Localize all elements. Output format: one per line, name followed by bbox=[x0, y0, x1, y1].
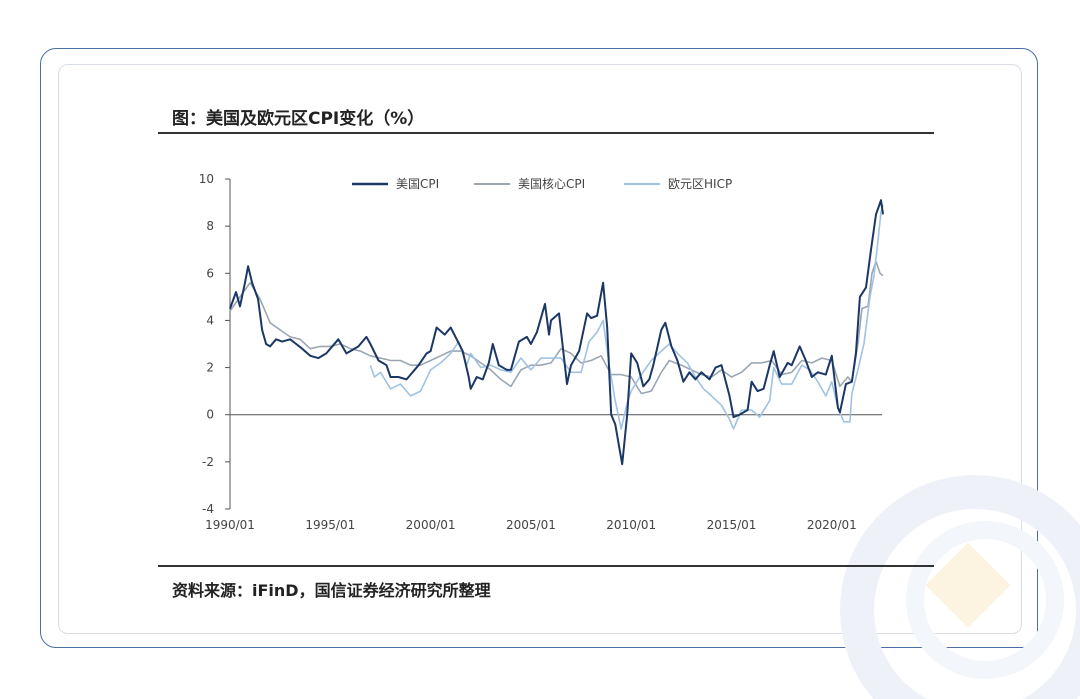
series-line-core bbox=[229, 260, 884, 395]
chart-axes: -4 -2 0 2 4 6 8 10 1990/01 1995/01 2000/01 2005/01 2… bbox=[199, 172, 882, 532]
series-line-hicp bbox=[369, 204, 884, 430]
series-line-cpi bbox=[229, 199, 884, 466]
y-tick-label: -4 bbox=[202, 502, 214, 516]
source-note: 资料来源：iFinD，国信证券经济研究所整理 bbox=[172, 581, 491, 600]
x-tick-label: 1990/01 bbox=[205, 518, 255, 532]
y-tick-label: -2 bbox=[202, 455, 214, 469]
inner-frame bbox=[58, 64, 1022, 634]
x-tick-label: 2020/01 bbox=[807, 518, 857, 532]
x-tick-label: 1995/01 bbox=[305, 518, 355, 532]
title-divider bbox=[158, 132, 934, 134]
chart-title: 图：美国及欧元区CPI变化（%） bbox=[172, 109, 425, 129]
legend-label-hicp: 欧元区HICP bbox=[668, 177, 732, 191]
y-tick-label: 4 bbox=[206, 313, 214, 327]
chart-legend: 美国CPI 美国核心CPI 欧元区HICP bbox=[352, 177, 732, 191]
x-tick-label: 2010/01 bbox=[606, 518, 656, 532]
x-tick-label: 2000/01 bbox=[406, 518, 456, 532]
y-tick-label: 0 bbox=[206, 408, 214, 422]
x-tick-label: 2015/01 bbox=[707, 518, 757, 532]
source-divider bbox=[158, 565, 934, 567]
legend-label-cpi: 美国CPI bbox=[396, 177, 439, 191]
legend-label-core: 美国核心CPI bbox=[518, 177, 585, 191]
watermark-logo-icon bbox=[820, 450, 1080, 699]
y-tick-label: 10 bbox=[199, 172, 214, 186]
chart-lines bbox=[229, 199, 884, 466]
y-tick-label: 6 bbox=[206, 266, 214, 280]
x-tick-label: 2005/01 bbox=[506, 518, 556, 532]
y-tick-label: 2 bbox=[206, 361, 214, 375]
y-tick-label: 8 bbox=[206, 219, 214, 233]
